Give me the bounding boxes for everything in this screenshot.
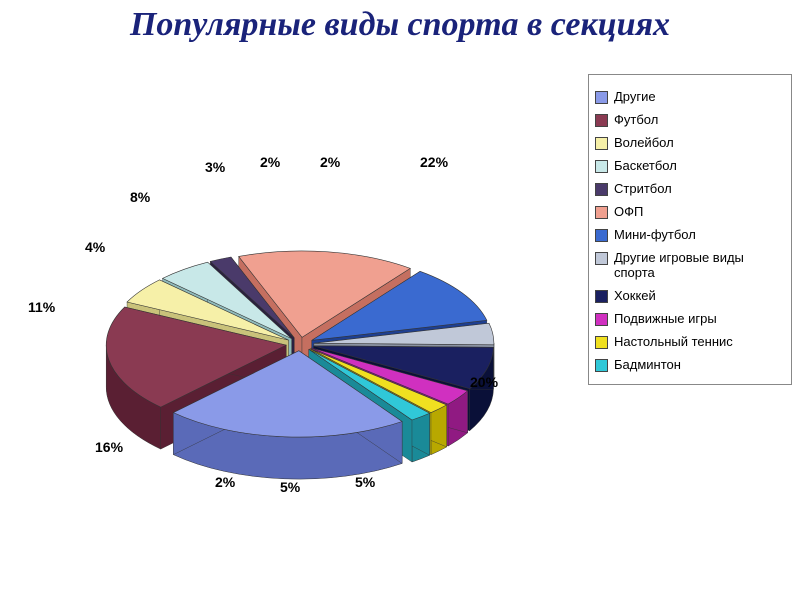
pct-label: 8% xyxy=(130,189,150,205)
legend-item: ОФП xyxy=(595,204,785,219)
pct-label: 2% xyxy=(215,474,235,490)
legend-item: Подвижные игры xyxy=(595,311,785,326)
pie-chart xyxy=(20,84,580,600)
legend-swatch xyxy=(595,91,608,104)
pct-label: 5% xyxy=(280,479,300,495)
legend-swatch xyxy=(595,206,608,219)
legend: Другие Футбол Волейбол Баскетбол Стритбол ОФП… xyxy=(588,74,792,385)
legend-item: Баскетбол xyxy=(595,158,785,173)
pct-label: 2% xyxy=(320,154,340,170)
legend-swatch xyxy=(595,114,608,127)
legend-label: Футбол xyxy=(614,112,658,127)
pct-label: 16% xyxy=(95,439,123,455)
legend-swatch xyxy=(595,229,608,242)
legend-item: Волейбол xyxy=(595,135,785,150)
pct-label: 22% xyxy=(420,154,448,170)
legend-label: Баскетбол xyxy=(614,158,677,173)
pct-label: 2% xyxy=(260,154,280,170)
legend-swatch xyxy=(595,137,608,150)
legend-label: Подвижные игры xyxy=(614,311,717,326)
pct-label: 4% xyxy=(85,239,105,255)
legend-label: Хоккей xyxy=(614,288,656,303)
legend-swatch xyxy=(595,183,608,196)
chart-stage: 22% 20% 5% 5% 2% 16% 11% 4% 8% 3% 2% 2% Другие Футбо… xyxy=(0,44,800,600)
legend-swatch xyxy=(595,160,608,173)
legend-label: Волейбол xyxy=(614,135,674,150)
legend-label: Стритбол xyxy=(614,181,672,196)
legend-label: ОФП xyxy=(614,204,643,219)
legend-item: Мини-футбол xyxy=(595,227,785,242)
legend-item: Другие xyxy=(595,89,785,104)
legend-item: Другие игровые виды спорта xyxy=(595,250,785,280)
pct-label: 20% xyxy=(470,374,498,390)
pct-label: 11% xyxy=(28,299,55,315)
legend-label: Мини-футбол xyxy=(614,227,696,242)
legend-item: Стритбол xyxy=(595,181,785,196)
pct-label: 3% xyxy=(205,159,225,175)
legend-label: Другие xyxy=(614,89,656,104)
legend-swatch xyxy=(595,313,608,326)
legend-item: Футбол xyxy=(595,112,785,127)
legend-label: Настольный теннис xyxy=(614,334,733,349)
legend-item: Хоккей xyxy=(595,288,785,303)
legend-swatch xyxy=(595,290,608,303)
page-title: Популярные виды спорта в секциях xyxy=(0,0,800,44)
legend-swatch xyxy=(595,252,608,265)
legend-swatch xyxy=(595,359,608,372)
legend-label: Другие игровые виды спорта xyxy=(614,250,785,280)
legend-label: Бадминтон xyxy=(614,357,681,372)
legend-item: Бадминтон xyxy=(595,357,785,372)
legend-item: Настольный теннис xyxy=(595,334,785,349)
pct-label: 5% xyxy=(355,474,375,490)
legend-swatch xyxy=(595,336,608,349)
